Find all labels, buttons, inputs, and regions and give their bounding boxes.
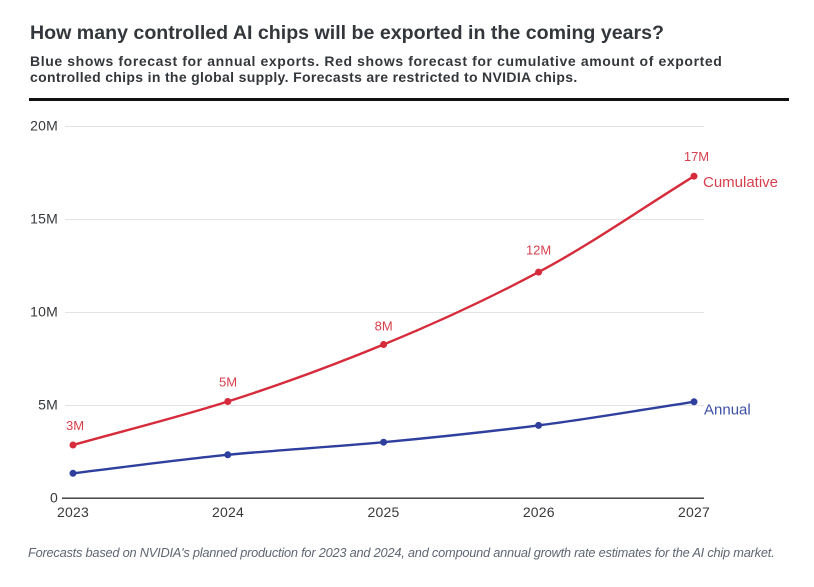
svg-text:8M: 8M [375, 319, 393, 334]
svg-text:2023: 2023 [57, 504, 89, 520]
svg-text:2025: 2025 [368, 504, 400, 520]
svg-text:10M: 10M [30, 304, 58, 320]
svg-text:12M: 12M [526, 243, 551, 258]
svg-text:2024: 2024 [212, 504, 244, 520]
svg-text:2027: 2027 [678, 504, 710, 520]
svg-text:3M: 3M [66, 418, 84, 433]
svg-text:Cumulative: Cumulative [703, 174, 778, 191]
svg-text:2026: 2026 [523, 504, 555, 520]
svg-text:0: 0 [50, 490, 58, 506]
svg-text:17M: 17M [684, 149, 709, 164]
svg-text:5M: 5M [38, 397, 58, 413]
svg-text:Annual: Annual [704, 401, 751, 418]
svg-text:15M: 15M [30, 211, 58, 227]
svg-text:5M: 5M [219, 375, 237, 390]
svg-text:20M: 20M [30, 118, 58, 134]
